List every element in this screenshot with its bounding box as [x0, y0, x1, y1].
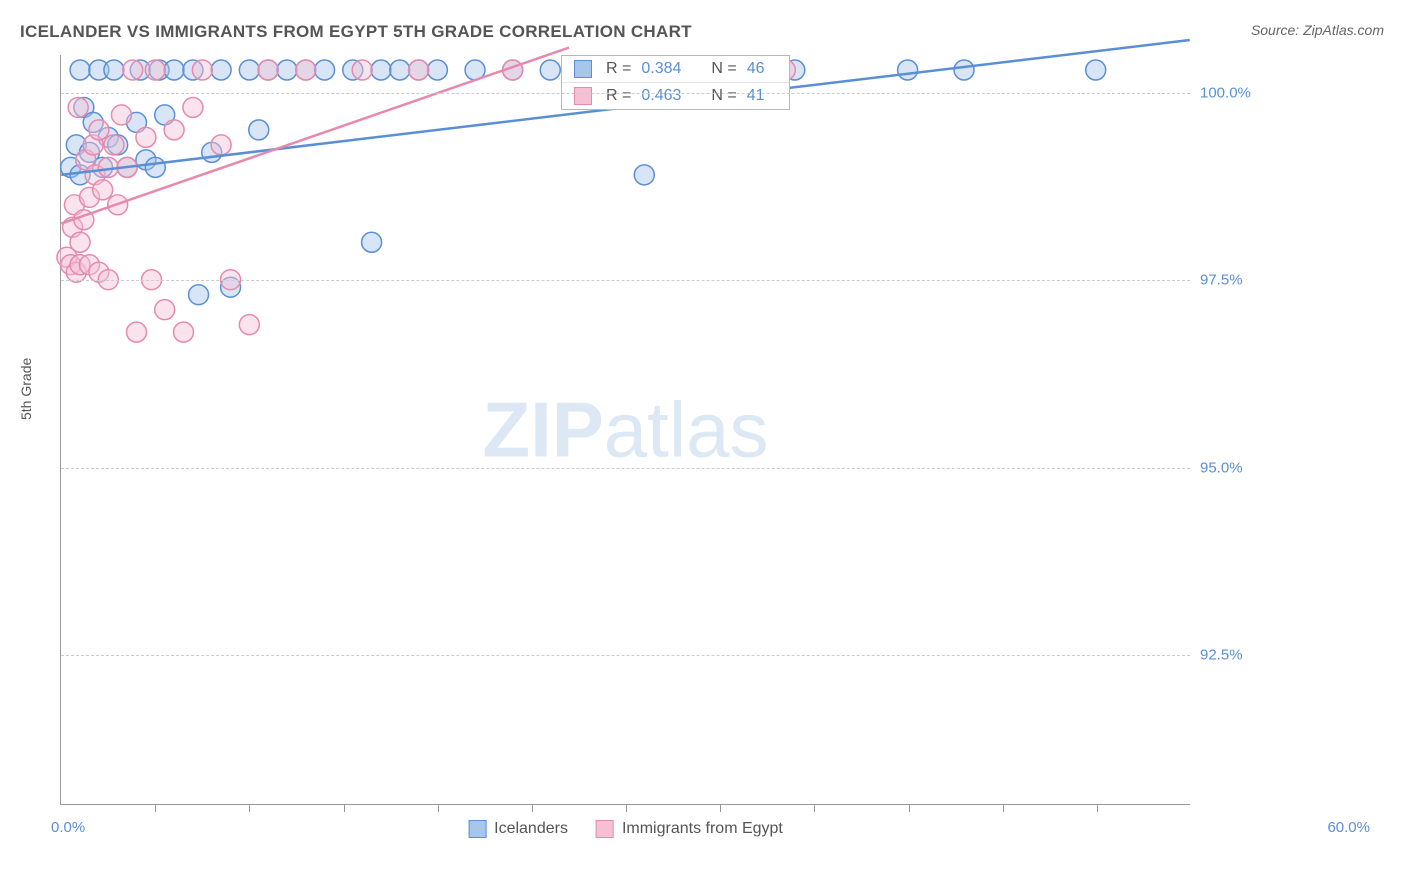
- data-point: [123, 60, 143, 80]
- data-point: [192, 60, 212, 80]
- data-point: [898, 60, 918, 80]
- data-point: [249, 120, 269, 140]
- stats-box: R = 0.384 N = 46 R = 0.463 N = 41: [561, 55, 790, 110]
- x-tick: [1097, 804, 1098, 812]
- data-point: [315, 60, 335, 80]
- y-tick-label: 95.0%: [1200, 459, 1370, 476]
- data-point: [183, 97, 203, 117]
- data-point: [174, 322, 194, 342]
- x-tick: [909, 804, 910, 812]
- data-point: [70, 232, 90, 252]
- plot-area: ZIPatlas R = 0.384 N = 46 R = 0.463 N = …: [60, 55, 1190, 805]
- gridline: [61, 655, 1190, 656]
- legend-label-2: Immigrants from Egypt: [622, 820, 783, 838]
- y-axis-label: 5th Grade: [18, 358, 34, 420]
- data-point: [277, 60, 297, 80]
- data-point: [362, 232, 382, 252]
- bottom-legend: Icelanders Immigrants from Egypt: [468, 820, 783, 838]
- data-point: [352, 60, 372, 80]
- x-tick: [1003, 804, 1004, 812]
- n-label: N =: [711, 60, 736, 78]
- x-tick: [249, 804, 250, 812]
- x-tick: [438, 804, 439, 812]
- gridline: [61, 280, 1190, 281]
- r-value-2: 0.463: [641, 87, 695, 105]
- y-tick-label: 92.5%: [1200, 647, 1370, 664]
- data-point: [104, 60, 124, 80]
- data-point: [189, 285, 209, 305]
- legend-swatch-egypt-icon: [596, 820, 614, 838]
- data-point: [111, 105, 131, 125]
- data-point: [211, 135, 231, 155]
- legend-label-1: Icelanders: [494, 820, 568, 838]
- data-point: [954, 60, 974, 80]
- data-point: [540, 60, 560, 80]
- data-point: [68, 97, 88, 117]
- data-point: [371, 60, 391, 80]
- data-point: [390, 60, 410, 80]
- swatch-egypt-icon: [574, 87, 592, 105]
- data-point: [136, 127, 156, 147]
- stats-row-2: R = 0.463 N = 41: [562, 82, 789, 109]
- data-point: [296, 60, 316, 80]
- x-tick: [155, 804, 156, 812]
- chart-svg-layer: [61, 55, 1190, 804]
- source-credit: Source: ZipAtlas.com: [1251, 22, 1384, 38]
- gridline: [61, 468, 1190, 469]
- swatch-icelanders-icon: [574, 60, 592, 78]
- data-point: [70, 60, 90, 80]
- x-tick: [532, 804, 533, 812]
- r-value-1: 0.384: [641, 60, 695, 78]
- r-label: R =: [606, 87, 631, 105]
- y-tick-label: 100.0%: [1200, 84, 1370, 101]
- x-tick: [720, 804, 721, 812]
- data-point: [258, 60, 278, 80]
- data-point: [145, 157, 165, 177]
- legend-swatch-icelanders-icon: [468, 820, 486, 838]
- data-point: [145, 60, 165, 80]
- legend-item-2: Immigrants from Egypt: [596, 820, 783, 838]
- data-point: [164, 60, 184, 80]
- n-label: N =: [711, 87, 736, 105]
- x-tick: [626, 804, 627, 812]
- y-tick-label: 97.5%: [1200, 272, 1370, 289]
- data-point: [239, 315, 259, 335]
- data-point: [427, 60, 447, 80]
- data-point: [126, 322, 146, 342]
- data-point: [1086, 60, 1106, 80]
- n-value-2: 41: [747, 87, 777, 105]
- chart-title: ICELANDER VS IMMIGRANTS FROM EGYPT 5TH G…: [20, 22, 692, 42]
- data-point: [164, 120, 184, 140]
- data-point: [93, 180, 113, 200]
- legend-item-1: Icelanders: [468, 820, 568, 838]
- data-point: [409, 60, 429, 80]
- r-label: R =: [606, 60, 631, 78]
- x-axis-min-label: 0.0%: [51, 819, 85, 836]
- data-point: [211, 60, 231, 80]
- x-axis-max-label: 60.0%: [1327, 819, 1370, 836]
- data-point: [155, 300, 175, 320]
- data-point: [104, 135, 124, 155]
- data-point: [89, 120, 109, 140]
- x-tick: [814, 804, 815, 812]
- data-point: [239, 60, 259, 80]
- gridline: [61, 93, 1190, 94]
- n-value-1: 46: [747, 60, 777, 78]
- data-point: [634, 165, 654, 185]
- stats-row-1: R = 0.384 N = 46: [562, 56, 789, 82]
- x-tick: [344, 804, 345, 812]
